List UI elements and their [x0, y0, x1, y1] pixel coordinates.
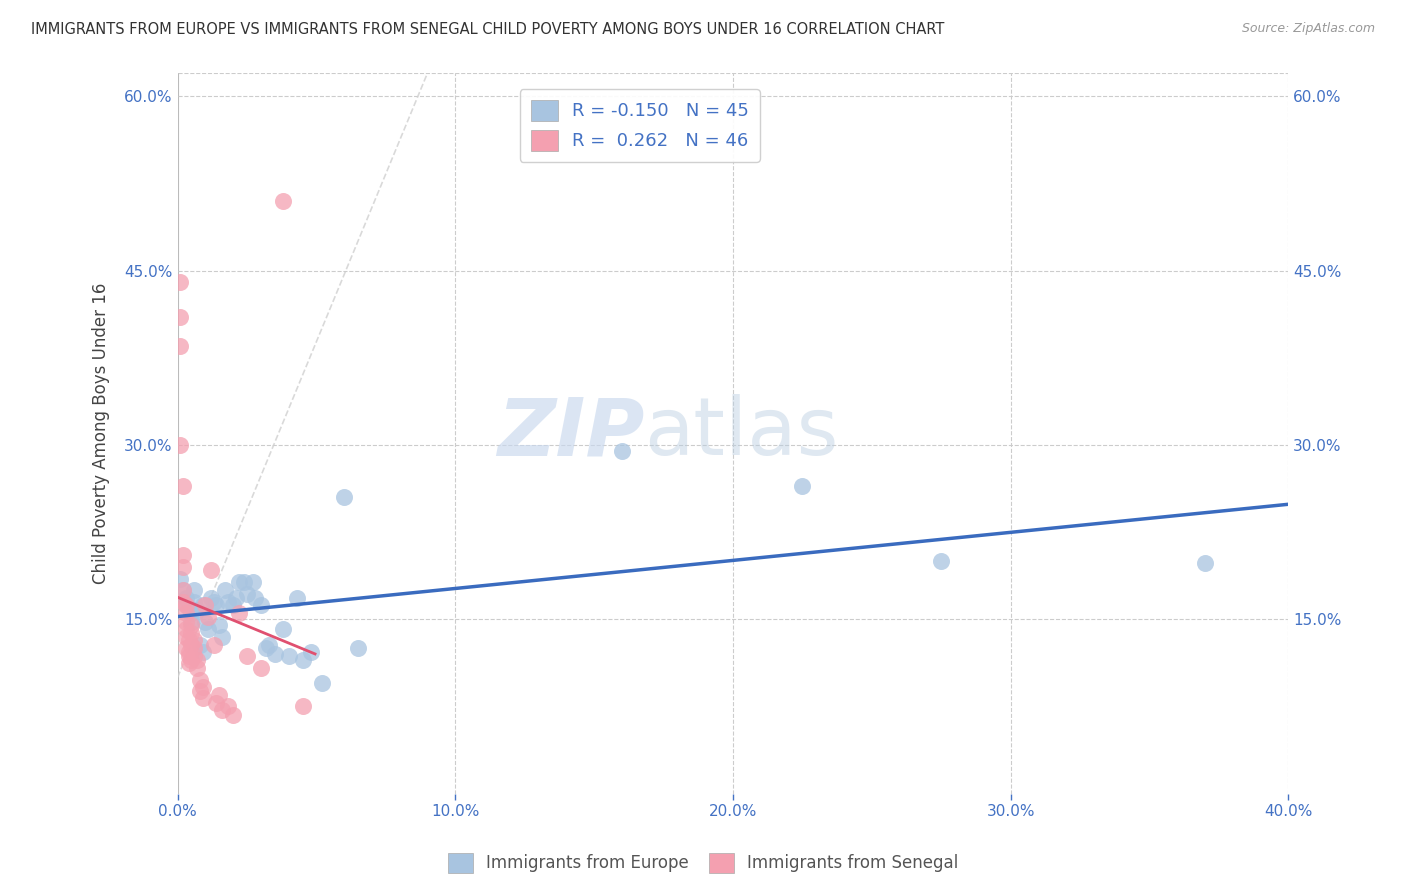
- Point: [172, 560, 194, 574]
- Text: atlas: atlas: [644, 394, 838, 472]
- Point: [172, 549, 194, 563]
- Point: [347, 641, 370, 656]
- Point: [1194, 557, 1216, 571]
- Point: [174, 607, 197, 621]
- Point: [271, 622, 294, 636]
- Point: [186, 661, 208, 675]
- Point: [188, 638, 211, 652]
- Point: [183, 595, 205, 609]
- Point: [174, 599, 197, 613]
- Point: [200, 564, 222, 578]
- Point: [291, 653, 314, 667]
- Point: [180, 638, 202, 652]
- Point: [174, 591, 197, 606]
- Point: [245, 591, 267, 606]
- Point: [177, 649, 200, 664]
- Point: [174, 599, 197, 613]
- Point: [169, 275, 191, 289]
- Point: [236, 587, 259, 601]
- Point: [285, 591, 308, 606]
- Point: [169, 572, 191, 586]
- Text: Source: ZipAtlas.com: Source: ZipAtlas.com: [1241, 22, 1375, 36]
- Point: [169, 339, 191, 353]
- Point: [233, 575, 256, 590]
- Point: [250, 599, 273, 613]
- Point: [177, 657, 200, 671]
- Text: IMMIGRANTS FROM EUROPE VS IMMIGRANTS FROM SENEGAL CHILD POVERTY AMONG BOYS UNDER: IMMIGRANTS FROM EUROPE VS IMMIGRANTS FRO…: [31, 22, 945, 37]
- Point: [194, 599, 217, 613]
- Point: [191, 645, 214, 659]
- Point: [186, 653, 208, 667]
- Point: [183, 649, 205, 664]
- Legend: R = -0.150   N = 45, R =  0.262   N = 46: R = -0.150 N = 45, R = 0.262 N = 46: [520, 89, 759, 161]
- Point: [205, 696, 228, 710]
- Point: [208, 618, 231, 632]
- Point: [172, 595, 194, 609]
- Point: [174, 622, 197, 636]
- Point: [222, 599, 245, 613]
- Point: [191, 691, 214, 706]
- Point: [228, 607, 250, 621]
- Point: [183, 633, 205, 648]
- Point: [256, 641, 278, 656]
- Point: [197, 610, 219, 624]
- Point: [211, 703, 233, 717]
- Point: [236, 649, 259, 664]
- Point: [183, 583, 205, 598]
- Point: [228, 575, 250, 590]
- Point: [200, 591, 222, 606]
- Point: [172, 583, 194, 598]
- Point: [217, 699, 239, 714]
- Point: [177, 633, 200, 648]
- Point: [202, 638, 225, 652]
- Point: [180, 626, 202, 640]
- Point: [929, 554, 952, 568]
- Point: [214, 583, 236, 598]
- Point: [250, 661, 273, 675]
- Point: [211, 630, 233, 644]
- Point: [205, 599, 228, 613]
- Point: [180, 653, 202, 667]
- Point: [191, 680, 214, 694]
- Legend: Immigrants from Europe, Immigrants from Senegal: Immigrants from Europe, Immigrants from …: [441, 847, 965, 880]
- Point: [225, 591, 247, 606]
- Point: [242, 575, 264, 590]
- Point: [180, 615, 202, 629]
- Point: [202, 595, 225, 609]
- Point: [333, 490, 356, 504]
- Point: [186, 603, 208, 617]
- Point: [188, 684, 211, 698]
- Point: [183, 641, 205, 656]
- Point: [257, 638, 280, 652]
- Point: [177, 600, 200, 615]
- Point: [174, 630, 197, 644]
- Point: [174, 615, 197, 629]
- Point: [217, 595, 239, 609]
- Point: [194, 615, 217, 629]
- Point: [172, 583, 194, 598]
- Point: [299, 645, 322, 659]
- Point: [191, 599, 214, 613]
- Point: [263, 647, 285, 661]
- Point: [271, 194, 294, 208]
- Point: [197, 622, 219, 636]
- Point: [177, 645, 200, 659]
- Point: [174, 641, 197, 656]
- Point: [208, 688, 231, 702]
- Point: [188, 673, 211, 687]
- Point: [169, 310, 191, 324]
- Point: [169, 438, 191, 452]
- Point: [180, 607, 202, 621]
- Point: [222, 707, 245, 722]
- Text: ZIP: ZIP: [496, 394, 644, 472]
- Point: [311, 676, 333, 690]
- Y-axis label: Child Poverty Among Boys Under 16: Child Poverty Among Boys Under 16: [93, 283, 110, 584]
- Point: [277, 649, 299, 664]
- Point: [792, 478, 814, 492]
- Point: [172, 478, 194, 492]
- Point: [291, 699, 314, 714]
- Point: [180, 618, 202, 632]
- Point: [610, 443, 633, 458]
